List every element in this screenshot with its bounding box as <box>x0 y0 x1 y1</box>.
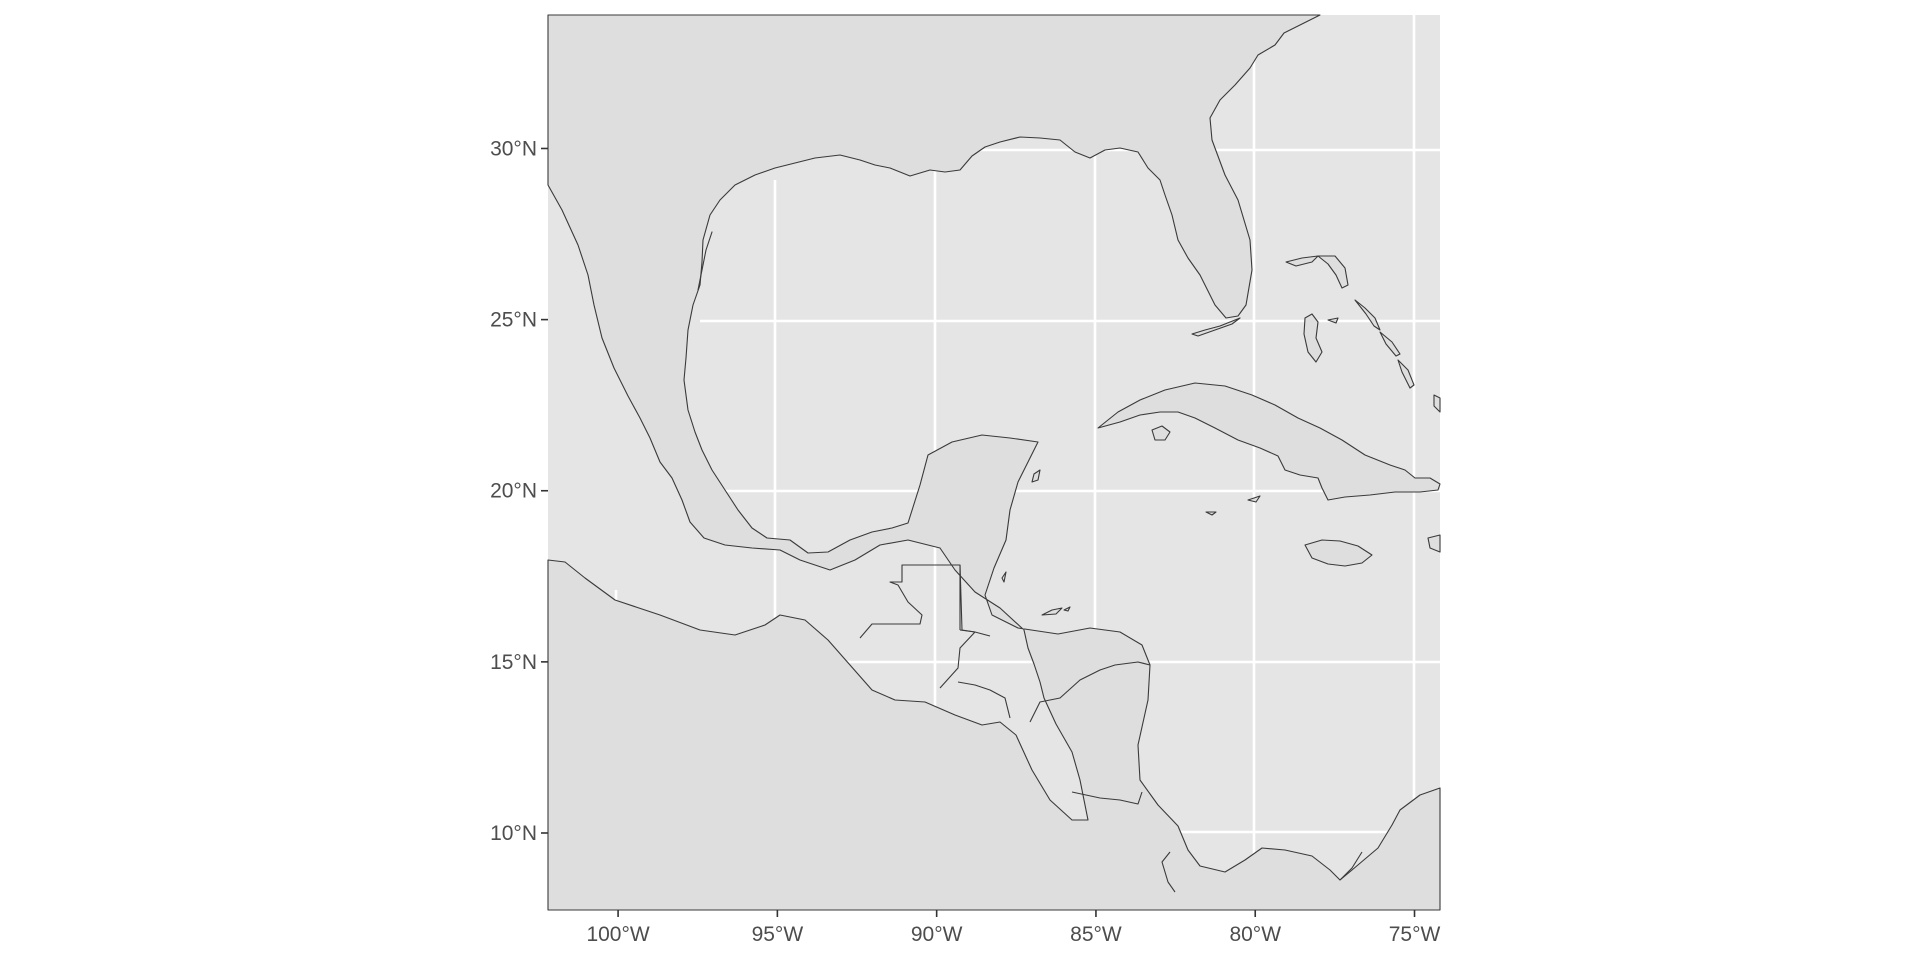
land-north-america <box>547 14 1441 911</box>
land-bahamas-abaco <box>1317 255 1349 289</box>
border-guatemala-mexico <box>859 564 961 639</box>
land-jamaica <box>1304 539 1373 567</box>
x-axis: 100°W 95°W 90°W 85°W 80°W 75°W <box>586 910 1440 946</box>
border-el-salvador-honduras <box>957 681 1011 719</box>
land-bahamas-long <box>1397 359 1415 389</box>
country-borders <box>859 564 1363 893</box>
y-axis: 30°N 25°N 20°N 15°N 10°N <box>490 137 548 845</box>
land-isla-juventud <box>1151 425 1171 441</box>
land-bahamas-exuma <box>1379 331 1401 357</box>
border-costa-rica-panama <box>1161 851 1176 893</box>
land-cayman <box>1205 495 1261 516</box>
x-tick-label: 80°W <box>1229 923 1281 946</box>
y-tick-label: 15°N <box>490 651 537 674</box>
land-bahamas-grand-bahama <box>1285 255 1319 267</box>
y-tick-label: 30°N <box>490 137 537 160</box>
land-bahamas-nassau <box>1327 317 1339 324</box>
y-tick-label: 10°N <box>490 822 537 845</box>
border-guatemala-honduras <box>939 629 976 689</box>
land-hispaniola <box>1427 534 1441 553</box>
land-florida-keys <box>1191 317 1241 337</box>
land-layer <box>547 14 1441 911</box>
land-bahamas-eleuthera <box>1354 299 1381 331</box>
land-padre-island <box>697 231 713 291</box>
x-tick-label: 95°W <box>752 923 804 946</box>
land-bay-islands <box>1041 606 1071 616</box>
x-tick-label: 100°W <box>586 923 649 946</box>
land-cuba <box>1097 382 1441 501</box>
border-honduras-nicaragua <box>1029 661 1151 723</box>
y-tick-label: 25°N <box>490 309 537 332</box>
y-tick-label: 20°N <box>490 480 537 503</box>
land-bahamas-inagua <box>1433 394 1441 413</box>
land-bahamas-andros <box>1303 313 1323 363</box>
border-panama-colombia <box>1339 851 1363 881</box>
x-tick-label: 85°W <box>1070 923 1122 946</box>
land-cozumel <box>1001 469 1041 583</box>
x-tick-label: 90°W <box>911 923 963 946</box>
x-tick-label: 75°W <box>1389 923 1441 946</box>
border-nicaragua-costa-rica <box>1071 791 1143 805</box>
